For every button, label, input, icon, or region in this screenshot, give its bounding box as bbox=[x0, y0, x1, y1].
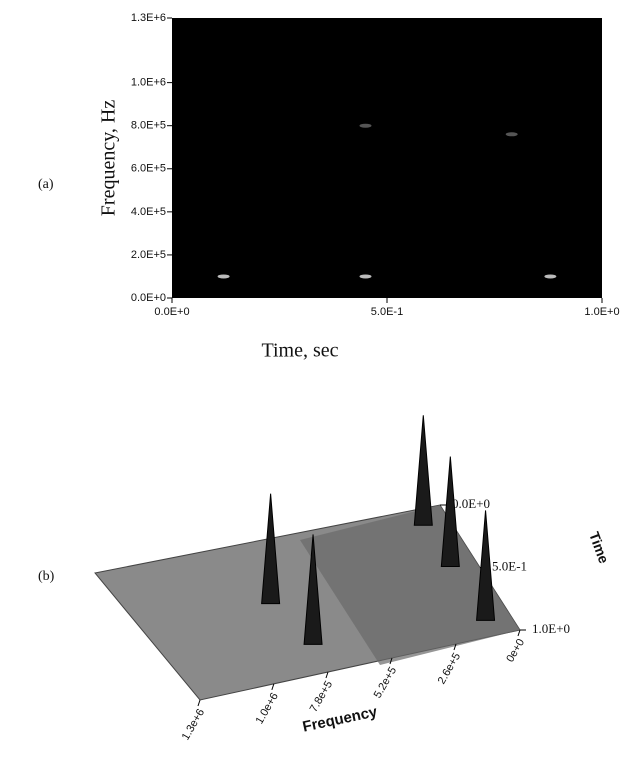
y-tick-label: 0.0E+0 bbox=[452, 496, 490, 511]
x-tick-label: 1.0e+6 bbox=[254, 691, 281, 726]
x-tick-label: 0.0E+0 bbox=[154, 306, 189, 318]
y-tick-label: 1.3E+6 bbox=[131, 12, 166, 24]
y-tick-label: 1.0E+0 bbox=[532, 621, 570, 636]
x-tick-label: 5.2e+5 bbox=[372, 665, 399, 700]
spectral-peak bbox=[476, 510, 496, 621]
y-tick-label: 8.0E+5 bbox=[131, 120, 166, 132]
spectral-spot bbox=[544, 274, 557, 279]
x-tick bbox=[325, 671, 329, 679]
spectral-spot bbox=[217, 274, 230, 279]
y-tick-label: 2.0E+5 bbox=[131, 249, 166, 261]
y-axis-label: Frequency, Hz bbox=[98, 100, 120, 217]
x-tick bbox=[517, 629, 521, 637]
x-axis-label: Time, sec bbox=[261, 340, 338, 362]
x-tick-label: 7.8e+5 bbox=[308, 679, 335, 714]
surface-shade bbox=[300, 505, 520, 665]
x-tick-label: 1.3e+6 bbox=[180, 707, 207, 742]
y-tick-label: 5.0E-1 bbox=[492, 558, 527, 573]
panel-label: (b) bbox=[38, 569, 55, 584]
x-tick-label: 5.0E-1 bbox=[371, 306, 403, 318]
y-tick-label: 4.0E+5 bbox=[131, 206, 166, 218]
x-tick-label: 2.6e+5 bbox=[436, 651, 463, 686]
spectral-peak bbox=[413, 415, 433, 526]
spectral-peak bbox=[303, 534, 323, 645]
x-tick bbox=[197, 699, 201, 707]
plot-area bbox=[172, 18, 602, 298]
y-axis-label: Time bbox=[586, 530, 612, 566]
x-tick-label: 1.0E+0 bbox=[584, 306, 619, 318]
panel-label: (a) bbox=[38, 177, 54, 192]
y-tick-label: 6.0E+5 bbox=[131, 163, 166, 175]
spectral-spot bbox=[505, 132, 518, 137]
y-tick-label: 0.0E+0 bbox=[131, 292, 166, 304]
spectral-peak bbox=[261, 493, 281, 605]
spectral-spot bbox=[359, 274, 372, 279]
spectral-spot bbox=[359, 123, 372, 128]
x-tick-label: 0e+0 bbox=[504, 637, 527, 664]
x-tick bbox=[453, 643, 457, 651]
x-tick bbox=[271, 683, 275, 691]
y-tick-label: 1.0E+6 bbox=[131, 77, 166, 89]
x-tick bbox=[389, 657, 393, 665]
spectral-peak bbox=[440, 456, 460, 568]
